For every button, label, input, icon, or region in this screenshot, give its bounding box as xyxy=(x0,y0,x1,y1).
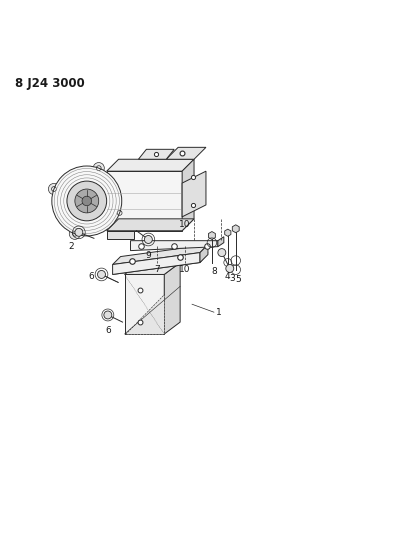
Text: 4: 4 xyxy=(225,272,231,281)
Circle shape xyxy=(114,207,125,219)
Polygon shape xyxy=(113,253,200,274)
Circle shape xyxy=(75,189,99,213)
Text: 1: 1 xyxy=(216,309,222,318)
Polygon shape xyxy=(138,149,174,159)
Text: 7: 7 xyxy=(155,264,160,273)
Polygon shape xyxy=(182,159,194,231)
Circle shape xyxy=(218,248,226,256)
Text: 10: 10 xyxy=(179,264,191,273)
Circle shape xyxy=(48,183,60,195)
Polygon shape xyxy=(124,294,164,334)
Text: 8 J24 3000: 8 J24 3000 xyxy=(15,77,85,90)
Circle shape xyxy=(226,264,234,272)
Polygon shape xyxy=(200,245,208,263)
Polygon shape xyxy=(164,263,180,334)
Polygon shape xyxy=(107,159,194,171)
Circle shape xyxy=(98,270,106,278)
Circle shape xyxy=(144,236,152,244)
Circle shape xyxy=(93,163,104,174)
Text: 5: 5 xyxy=(235,275,241,284)
Polygon shape xyxy=(130,241,218,251)
Circle shape xyxy=(67,181,107,221)
Polygon shape xyxy=(113,253,208,274)
Circle shape xyxy=(82,196,92,206)
Text: 9: 9 xyxy=(146,251,151,260)
Polygon shape xyxy=(124,263,180,274)
Polygon shape xyxy=(225,229,231,236)
Text: 8: 8 xyxy=(211,266,217,276)
Text: 3: 3 xyxy=(229,274,235,284)
Polygon shape xyxy=(107,231,134,239)
Circle shape xyxy=(104,311,112,319)
Polygon shape xyxy=(208,231,215,239)
Text: 6: 6 xyxy=(89,272,94,281)
Polygon shape xyxy=(107,219,194,231)
Polygon shape xyxy=(107,171,182,231)
Circle shape xyxy=(69,228,80,239)
Polygon shape xyxy=(232,225,239,233)
Polygon shape xyxy=(218,237,224,247)
Polygon shape xyxy=(166,147,206,159)
Text: 10: 10 xyxy=(179,220,191,229)
Polygon shape xyxy=(113,245,208,264)
Circle shape xyxy=(75,228,83,236)
Polygon shape xyxy=(182,171,206,217)
Circle shape xyxy=(52,166,122,236)
Text: 2: 2 xyxy=(68,243,74,251)
Text: 6: 6 xyxy=(105,326,111,335)
Polygon shape xyxy=(124,274,164,334)
